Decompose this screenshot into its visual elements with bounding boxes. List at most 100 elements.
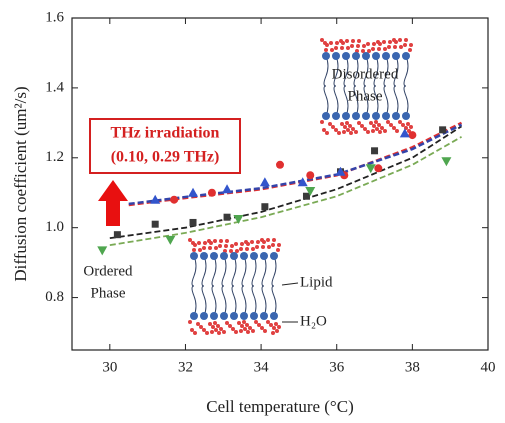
water-dot (188, 238, 192, 242)
water-dot (251, 247, 255, 251)
point (189, 218, 197, 226)
water-dot (243, 327, 247, 331)
water-dot (266, 238, 270, 242)
lipid-head (260, 312, 268, 320)
water-dot (244, 240, 248, 244)
lipid-head (210, 312, 218, 320)
point (335, 166, 346, 176)
lipid-tail (191, 285, 197, 317)
water-dot (362, 44, 366, 48)
lipid-head (362, 112, 370, 120)
water-dot (409, 43, 413, 47)
lipid-head (270, 252, 278, 260)
lipid-tail (231, 285, 237, 317)
lipid-head (260, 252, 268, 260)
water-dot (375, 127, 379, 131)
water-dot (254, 320, 258, 324)
water-dot (272, 238, 276, 242)
point (441, 157, 452, 167)
water-dot (398, 38, 402, 42)
lipid-head (250, 312, 258, 320)
water-dot (214, 246, 218, 250)
lipid-tail (251, 255, 257, 287)
water-dot (348, 124, 352, 128)
water-dot (229, 249, 233, 253)
lipid-head (270, 312, 278, 320)
x-tick-label: 32 (178, 359, 193, 375)
point (207, 188, 216, 197)
water-dot (387, 45, 391, 49)
water-dot (392, 126, 396, 130)
water-dot (260, 326, 264, 330)
y-axis-label: Diffusion coefficient (um²/s) (11, 86, 30, 281)
arrow (98, 180, 128, 226)
water-dot (377, 123, 381, 127)
water-dot (225, 239, 229, 243)
point (223, 213, 231, 221)
lipid-tail (241, 255, 247, 287)
lipid-head (322, 112, 330, 120)
water-dot (250, 240, 254, 244)
water-dot (198, 248, 202, 252)
lipid-head (190, 312, 198, 320)
water-dot (340, 122, 344, 126)
lipid-tail (323, 55, 329, 87)
lipid-head (190, 252, 198, 260)
water-dot (354, 130, 358, 134)
x-tick-label: 36 (329, 359, 345, 375)
water-dot (274, 322, 278, 326)
water-dot (386, 120, 390, 124)
water-dot (378, 130, 382, 134)
water-dot (383, 47, 387, 51)
water-dot (330, 48, 334, 52)
water-dot (213, 321, 217, 325)
plot-frame (71, 17, 489, 351)
lipid-head (200, 312, 208, 320)
lipid-head (342, 112, 350, 120)
y-tick-label: 1.2 (45, 149, 64, 165)
lipid-head (200, 252, 208, 260)
water-dot (372, 42, 376, 46)
water-dot (345, 121, 349, 125)
water-dot (237, 321, 241, 325)
water-dot (271, 243, 275, 247)
water-dot (266, 320, 270, 324)
lipid-tail (353, 55, 359, 87)
y-tick-label: 1.6 (45, 9, 64, 25)
point (97, 246, 108, 256)
water-dot (230, 244, 234, 248)
water-dot (409, 125, 413, 129)
water-dot (203, 241, 207, 245)
water-dot (399, 45, 403, 49)
lipid-head (332, 52, 340, 60)
water-dot (388, 40, 392, 44)
point (305, 186, 316, 196)
point (113, 231, 121, 239)
lipid-tail (363, 85, 369, 117)
water-dot (245, 247, 249, 251)
water-dot (217, 331, 221, 335)
water-dot (392, 38, 396, 42)
annotation-box (89, 118, 241, 174)
lipid-head (210, 252, 218, 260)
lipid-tail (251, 285, 257, 317)
annotation: Ordered (83, 263, 133, 279)
water-dot (202, 246, 206, 250)
lipid-head (332, 112, 340, 120)
water-dot (328, 122, 332, 126)
water-dot (334, 128, 338, 132)
fit-line (109, 136, 462, 247)
lipid-head (402, 52, 410, 60)
water-dot (222, 330, 226, 334)
lipid-head (322, 52, 330, 60)
lipid-tail (241, 285, 247, 317)
water-dot (403, 43, 407, 47)
lipid-head (230, 252, 238, 260)
water-dot (251, 329, 255, 333)
point (276, 160, 284, 169)
lipid-tail (403, 85, 409, 117)
water-dot (248, 326, 252, 330)
water-dot (216, 324, 220, 328)
lipid-tail (211, 255, 217, 287)
x-tick-label: 38 (405, 359, 420, 375)
